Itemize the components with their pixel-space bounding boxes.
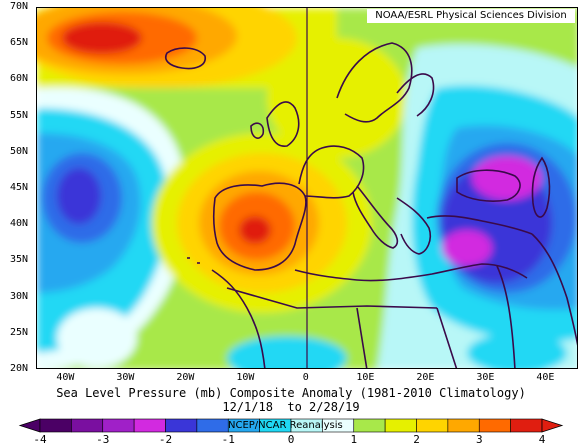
lat-tick-label: 35N <box>10 254 29 266</box>
lon-tick-label: 10E <box>356 372 375 383</box>
colorbar-segment <box>102 418 135 433</box>
colorbar-tick-label: 3 <box>475 433 483 446</box>
lon-tick-label: 30W <box>116 372 135 383</box>
colorbar-segment <box>416 418 449 433</box>
lat-tick-label: 70N <box>10 1 29 12</box>
colorbar-segment <box>39 418 72 433</box>
lon-tick-label: 20E <box>416 372 435 383</box>
lat-tick-label: 25N <box>10 326 29 338</box>
lat-tick-label: 20N <box>10 363 29 374</box>
colorbar-segment <box>384 418 417 433</box>
colorbar-tick-label: 1 <box>350 433 358 446</box>
colorbar-segment <box>447 418 480 433</box>
lon-tick-label: 10W <box>236 372 255 383</box>
colorbar-tick-label: -2 <box>158 433 173 446</box>
colorbar-tick-label: 4 <box>538 433 546 446</box>
lat-tick-label: 50N <box>10 145 29 157</box>
colorbar-right-arrow <box>541 418 564 433</box>
lat-tick-label: 30N <box>10 290 29 302</box>
colorbar-segment <box>510 418 543 433</box>
colorbar-segment <box>353 418 386 433</box>
colorbar-segment <box>133 418 166 433</box>
lon-tick-label: 20W <box>176 372 195 383</box>
lat-tick-label: 45N <box>10 182 29 193</box>
colorbar-segment <box>71 418 104 433</box>
colorbar-left-arrow <box>18 418 41 433</box>
credit-label: NOAA/ESRL Physical Sciences Division <box>367 9 575 23</box>
lon-tick-label: 40E <box>536 372 555 383</box>
colorbar-tick-label: -1 <box>221 433 235 446</box>
lon-tick-label: 30E <box>476 372 495 383</box>
lat-tick-label: 55N <box>10 109 29 121</box>
map-svg <box>37 8 577 368</box>
chart-period: 12/1/18 to 2/28/19 <box>222 400 360 414</box>
lon-tick-label: 0 <box>302 372 309 383</box>
lon-tick-label: 40W <box>56 372 75 383</box>
colorbar-tick-label: -3 <box>96 433 110 446</box>
lat-tick-label: 40N <box>10 218 29 230</box>
colorbar-tick-label: 2 <box>413 433 420 446</box>
colorbar <box>18 418 564 433</box>
coastlines <box>165 42 577 368</box>
lat-tick-label: 60N <box>10 73 29 85</box>
colorbar-segment <box>165 418 198 433</box>
chart-title: Sea Level Pressure (mb) Composite Anomal… <box>56 386 526 400</box>
colorbar-tick-label: 0 <box>287 433 295 446</box>
colorbar-tick-label: -4 <box>33 433 47 446</box>
anomaly-map <box>36 7 578 369</box>
colorbar-source: NCEP/NCAR Reanalysis <box>228 420 343 431</box>
colorbar-segment <box>478 418 511 433</box>
colorbar-segment <box>196 418 229 433</box>
lat-tick-label: 65N <box>10 37 29 49</box>
